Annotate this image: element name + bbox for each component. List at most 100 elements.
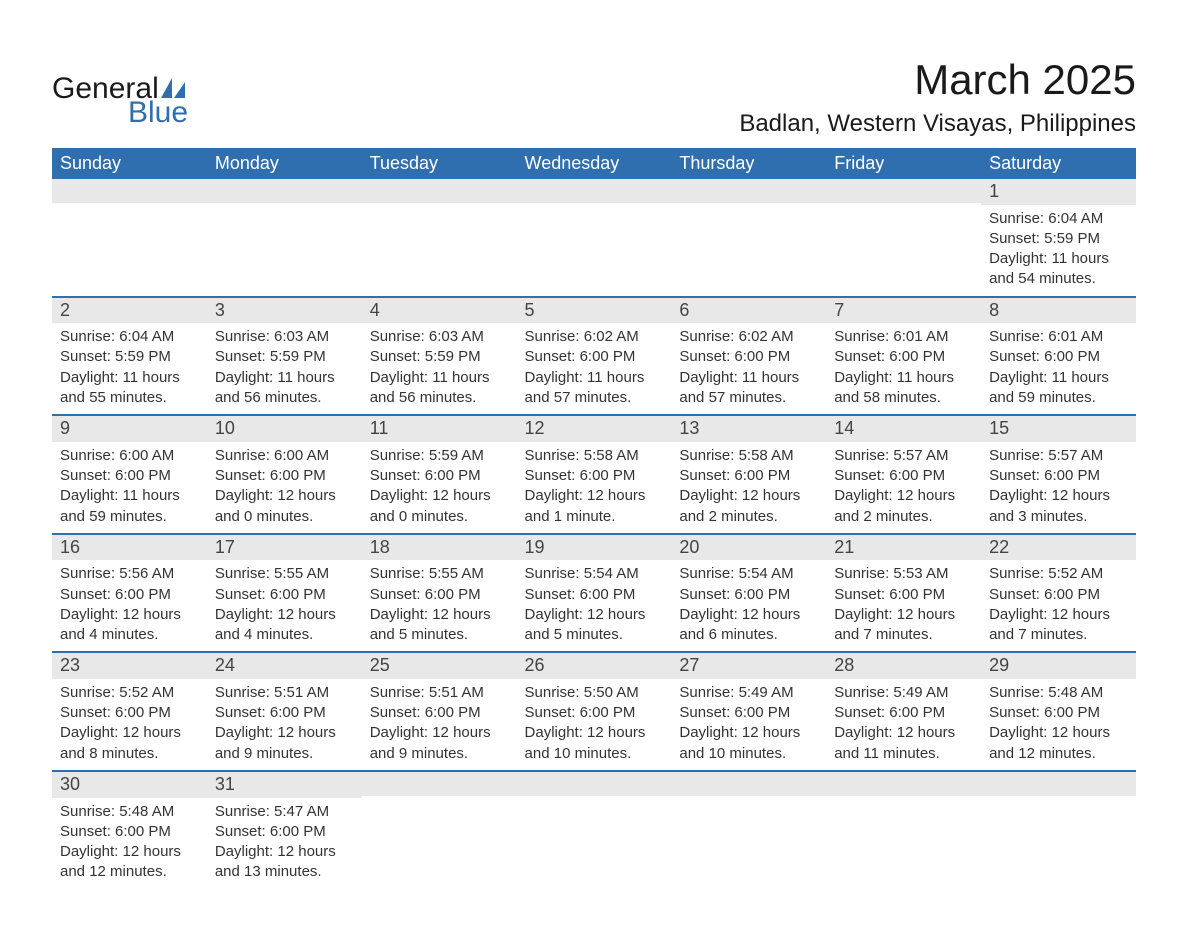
day-info: Sunrise: 5:48 AMSunset: 6:00 PMDaylight:… xyxy=(981,679,1136,770)
day-sunrise: Sunrise: 6:01 AM xyxy=(989,327,1130,347)
day-number xyxy=(517,772,672,796)
calendar-cell: 23Sunrise: 5:52 AMSunset: 6:00 PMDayligh… xyxy=(52,652,207,771)
day-day1: Daylight: 11 hours xyxy=(370,368,511,388)
day-day1: Daylight: 11 hours xyxy=(989,249,1130,269)
calendar-body: 1Sunrise: 6:04 AMSunset: 5:59 PMDaylight… xyxy=(52,179,1136,889)
day-sunset: Sunset: 6:00 PM xyxy=(679,347,820,367)
day-number: 22 xyxy=(981,535,1136,561)
day-info: Sunrise: 5:48 AMSunset: 6:00 PMDaylight:… xyxy=(52,798,207,889)
day-day2: and 9 minutes. xyxy=(215,744,356,764)
day-day2: and 11 minutes. xyxy=(834,744,975,764)
day-number: 1 xyxy=(981,179,1136,205)
day-number xyxy=(981,772,1136,796)
calendar-cell: 19Sunrise: 5:54 AMSunset: 6:00 PMDayligh… xyxy=(517,534,672,653)
day-info: Sunrise: 5:49 AMSunset: 6:00 PMDaylight:… xyxy=(826,679,981,770)
day-day2: and 3 minutes. xyxy=(989,507,1130,527)
day-number: 31 xyxy=(207,772,362,798)
calendar-table: Sunday Monday Tuesday Wednesday Thursday… xyxy=(52,148,1136,889)
day-number: 23 xyxy=(52,653,207,679)
day-number: 14 xyxy=(826,416,981,442)
day-sunset: Sunset: 6:00 PM xyxy=(989,347,1130,367)
day-sunrise: Sunrise: 5:47 AM xyxy=(215,802,356,822)
day-sunset: Sunset: 6:00 PM xyxy=(215,703,356,723)
day-sunset: Sunset: 6:00 PM xyxy=(525,703,666,723)
day-day2: and 57 minutes. xyxy=(679,388,820,408)
day-sunrise: Sunrise: 5:57 AM xyxy=(989,446,1130,466)
day-day1: Daylight: 11 hours xyxy=(60,368,201,388)
empty-cell xyxy=(362,203,517,281)
day-sunset: Sunset: 6:00 PM xyxy=(525,347,666,367)
calendar-cell: 21Sunrise: 5:53 AMSunset: 6:00 PMDayligh… xyxy=(826,534,981,653)
day-day1: Daylight: 12 hours xyxy=(215,842,356,862)
day-info: Sunrise: 6:01 AMSunset: 6:00 PMDaylight:… xyxy=(826,323,981,414)
day-day2: and 10 minutes. xyxy=(679,744,820,764)
day-day1: Daylight: 12 hours xyxy=(370,486,511,506)
calendar-cell: 28Sunrise: 5:49 AMSunset: 6:00 PMDayligh… xyxy=(826,652,981,771)
day-day2: and 8 minutes. xyxy=(60,744,201,764)
col-header-mon: Monday xyxy=(207,148,362,179)
day-day2: and 59 minutes. xyxy=(60,507,201,527)
day-number xyxy=(52,179,207,203)
day-sunrise: Sunrise: 5:55 AM xyxy=(370,564,511,584)
day-day1: Daylight: 12 hours xyxy=(679,605,820,625)
day-sunrise: Sunrise: 6:04 AM xyxy=(60,327,201,347)
day-sunset: Sunset: 6:00 PM xyxy=(834,466,975,486)
day-info: Sunrise: 5:54 AMSunset: 6:00 PMDaylight:… xyxy=(517,560,672,651)
day-day1: Daylight: 11 hours xyxy=(215,368,356,388)
day-info: Sunrise: 6:03 AMSunset: 5:59 PMDaylight:… xyxy=(362,323,517,414)
calendar-cell xyxy=(362,771,517,889)
empty-cell xyxy=(826,203,981,281)
day-day1: Daylight: 12 hours xyxy=(215,486,356,506)
day-day2: and 5 minutes. xyxy=(370,625,511,645)
calendar-cell: 7Sunrise: 6:01 AMSunset: 6:00 PMDaylight… xyxy=(826,297,981,416)
day-number xyxy=(826,179,981,203)
empty-cell xyxy=(517,203,672,281)
day-number: 20 xyxy=(671,535,826,561)
day-number: 30 xyxy=(52,772,207,798)
col-header-sun: Sunday xyxy=(52,148,207,179)
day-info: Sunrise: 5:58 AMSunset: 6:00 PMDaylight:… xyxy=(517,442,672,533)
day-number xyxy=(362,179,517,203)
calendar-week: 1Sunrise: 6:04 AMSunset: 5:59 PMDaylight… xyxy=(52,179,1136,297)
month-title: March 2025 xyxy=(739,56,1136,104)
calendar-cell xyxy=(981,771,1136,889)
day-sunrise: Sunrise: 5:57 AM xyxy=(834,446,975,466)
day-number: 18 xyxy=(362,535,517,561)
day-day2: and 13 minutes. xyxy=(215,862,356,882)
day-info: Sunrise: 5:51 AMSunset: 6:00 PMDaylight:… xyxy=(207,679,362,770)
calendar-cell: 3Sunrise: 6:03 AMSunset: 5:59 PMDaylight… xyxy=(207,297,362,416)
day-sunset: Sunset: 5:59 PM xyxy=(370,347,511,367)
day-info: Sunrise: 5:57 AMSunset: 6:00 PMDaylight:… xyxy=(826,442,981,533)
col-header-sat: Saturday xyxy=(981,148,1136,179)
day-sunset: Sunset: 6:00 PM xyxy=(989,585,1130,605)
calendar-cell: 27Sunrise: 5:49 AMSunset: 6:00 PMDayligh… xyxy=(671,652,826,771)
calendar-cell: 1Sunrise: 6:04 AMSunset: 5:59 PMDaylight… xyxy=(981,179,1136,297)
day-day2: and 12 minutes. xyxy=(60,862,201,882)
day-sunrise: Sunrise: 6:03 AM xyxy=(215,327,356,347)
day-info: Sunrise: 5:47 AMSunset: 6:00 PMDaylight:… xyxy=(207,798,362,889)
day-sunrise: Sunrise: 5:50 AM xyxy=(525,683,666,703)
col-header-wed: Wednesday xyxy=(517,148,672,179)
calendar-cell: 22Sunrise: 5:52 AMSunset: 6:00 PMDayligh… xyxy=(981,534,1136,653)
day-sunset: Sunset: 6:00 PM xyxy=(679,585,820,605)
day-info: Sunrise: 5:52 AMSunset: 6:00 PMDaylight:… xyxy=(981,560,1136,651)
day-info: Sunrise: 5:53 AMSunset: 6:00 PMDaylight:… xyxy=(826,560,981,651)
day-sunrise: Sunrise: 5:55 AM xyxy=(215,564,356,584)
day-day1: Daylight: 12 hours xyxy=(834,605,975,625)
day-sunrise: Sunrise: 5:49 AM xyxy=(679,683,820,703)
day-number: 7 xyxy=(826,298,981,324)
day-sunset: Sunset: 6:00 PM xyxy=(60,466,201,486)
day-day2: and 58 minutes. xyxy=(834,388,975,408)
day-number: 28 xyxy=(826,653,981,679)
day-info: Sunrise: 6:02 AMSunset: 6:00 PMDaylight:… xyxy=(517,323,672,414)
calendar-cell: 29Sunrise: 5:48 AMSunset: 6:00 PMDayligh… xyxy=(981,652,1136,771)
day-number: 12 xyxy=(517,416,672,442)
day-info: Sunrise: 5:49 AMSunset: 6:00 PMDaylight:… xyxy=(671,679,826,770)
day-day2: and 10 minutes. xyxy=(525,744,666,764)
day-day1: Daylight: 12 hours xyxy=(525,723,666,743)
day-sunrise: Sunrise: 6:02 AM xyxy=(525,327,666,347)
day-sunset: Sunset: 6:00 PM xyxy=(679,466,820,486)
calendar-cell: 16Sunrise: 5:56 AMSunset: 6:00 PMDayligh… xyxy=(52,534,207,653)
day-sunset: Sunset: 5:59 PM xyxy=(60,347,201,367)
sail-icon xyxy=(161,78,185,98)
